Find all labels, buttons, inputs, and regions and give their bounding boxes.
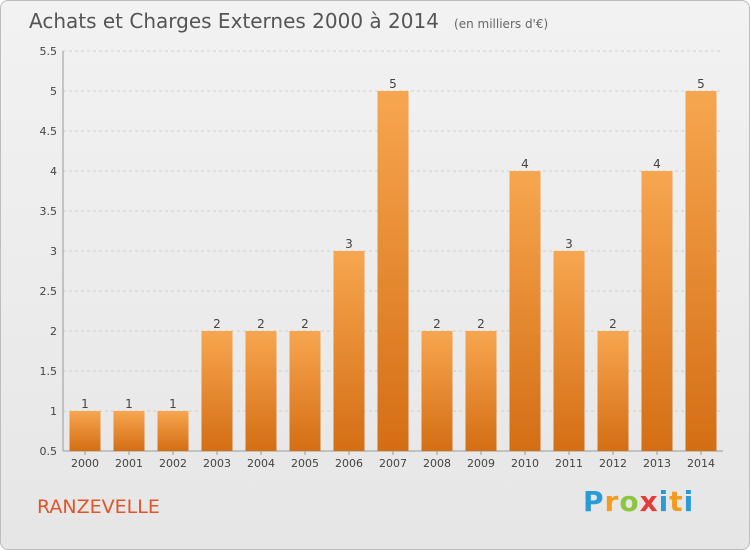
- bar-2014[interactable]: [685, 91, 717, 451]
- data-label: 4: [521, 157, 529, 171]
- x-tick-label: 2007: [379, 457, 407, 470]
- x-tick-label: 2009: [467, 457, 495, 470]
- x-tick-label: 2002: [159, 457, 187, 470]
- data-label: 5: [389, 77, 397, 91]
- y-tick-label: 2: [50, 325, 57, 338]
- data-label: 2: [433, 317, 441, 331]
- x-tick-label: 2010: [511, 457, 539, 470]
- x-tick-label: 2014: [687, 457, 715, 470]
- bar-2011[interactable]: [553, 251, 585, 451]
- x-tick-label: 2012: [599, 457, 627, 470]
- data-label: 1: [125, 397, 133, 411]
- x-tick-label: 2013: [643, 457, 671, 470]
- bar-2007[interactable]: [377, 91, 409, 451]
- bar-2008[interactable]: [421, 331, 453, 451]
- y-tick-label: 5: [50, 85, 57, 98]
- bar-2005[interactable]: [289, 331, 321, 451]
- data-label: 2: [477, 317, 485, 331]
- chart-unit: (en milliers d'€): [454, 17, 549, 31]
- chart-title: Achats et Charges Externes 2000 à 2014: [29, 9, 439, 33]
- title-row: Achats et Charges Externes 2000 à 2014 (…: [29, 9, 548, 33]
- proxiti-logo[interactable]: Proxiti: [583, 485, 695, 518]
- y-tick-label: 0.5: [40, 445, 58, 458]
- data-label: 1: [81, 397, 89, 411]
- x-tick-label: 2003: [203, 457, 231, 470]
- label-layer: 1 1 1 2 2 2 3 5 2 2 4 3 2 4 5: [81, 77, 705, 411]
- place-name: RANZEVELLE: [37, 496, 160, 518]
- y-tick-label: 3: [50, 245, 57, 258]
- y-tick-label: 4.5: [40, 125, 58, 138]
- bar-2001[interactable]: [113, 411, 145, 451]
- bar-layer: [69, 91, 717, 451]
- axis-layer: 0.5 1 1.5 2 2.5 3 3.5 4 4.5 5 5.5 2000 2001 2002 2003 2…: [40, 45, 723, 470]
- data-label: 2: [257, 317, 265, 331]
- y-tick-label: 1.5: [40, 365, 58, 378]
- data-label: 2: [609, 317, 617, 331]
- x-tick-label: 2001: [115, 457, 143, 470]
- bar-2003[interactable]: [201, 331, 233, 451]
- bar-2012[interactable]: [597, 331, 629, 451]
- bar-2010[interactable]: [509, 171, 541, 451]
- bar-2000[interactable]: [69, 411, 101, 451]
- bar-2009[interactable]: [465, 331, 497, 451]
- data-label: 3: [345, 237, 353, 251]
- y-tick-label: 1: [50, 405, 57, 418]
- data-label: 2: [301, 317, 309, 331]
- bar-2004[interactable]: [245, 331, 277, 451]
- y-tick-label: 3.5: [40, 205, 58, 218]
- bar-2013[interactable]: [641, 171, 673, 451]
- data-label: 1: [169, 397, 177, 411]
- data-label: 3: [565, 237, 573, 251]
- x-tick-label: 2011: [555, 457, 583, 470]
- y-tick-label: 2.5: [40, 285, 58, 298]
- data-label: 5: [697, 77, 705, 91]
- y-tick-label: 5.5: [40, 45, 58, 58]
- x-tick-label: 2008: [423, 457, 451, 470]
- bar-2006[interactable]: [333, 251, 365, 451]
- y-tick-label: 4: [50, 165, 57, 178]
- x-tick-label: 2006: [335, 457, 363, 470]
- data-label: 2: [213, 317, 221, 331]
- bar-2002[interactable]: [157, 411, 189, 451]
- x-tick-label: 2005: [291, 457, 319, 470]
- x-tick-label: 2000: [71, 457, 99, 470]
- data-label: 4: [653, 157, 661, 171]
- x-tick-label: 2004: [247, 457, 275, 470]
